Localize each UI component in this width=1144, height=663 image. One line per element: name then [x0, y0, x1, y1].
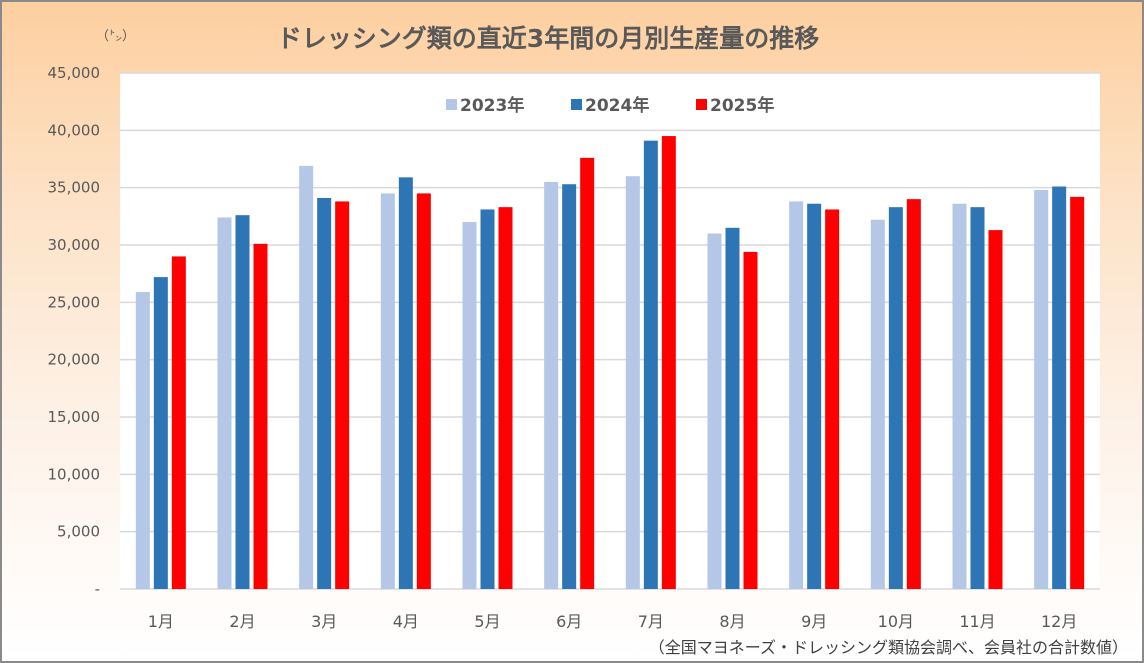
- bar-2023年-7月: [625, 176, 640, 589]
- x-tick-label: 3月: [311, 612, 337, 631]
- bar-2023年-11月: [952, 203, 967, 589]
- bar-2024年-2月: [235, 215, 250, 590]
- bar-2024年-4月: [398, 177, 413, 589]
- y-tick-label: 45,000: [48, 64, 101, 82]
- y-tick-label: 30,000: [48, 236, 101, 254]
- bar-2025年-6月: [580, 157, 595, 589]
- bar-2025年-8月: [743, 251, 758, 589]
- bar-2024年-5月: [480, 209, 495, 589]
- bar-2024年-11月: [970, 207, 985, 589]
- bar-2025年-7月: [661, 136, 676, 590]
- y-tick-label: 20,000: [48, 351, 101, 369]
- bar-2023年-3月: [299, 165, 314, 589]
- bar-2025年-12月: [1070, 196, 1085, 589]
- bar-2023年-4月: [380, 193, 395, 589]
- y-tick-label: 15,000: [48, 408, 101, 426]
- x-tick-label: 10月: [878, 612, 914, 631]
- x-tick-label: 1月: [148, 612, 174, 631]
- x-tick-label: 2月: [229, 612, 255, 631]
- x-tick-label: 5月: [474, 612, 500, 631]
- bar-2023年-6月: [544, 181, 559, 589]
- bar-2024年-9月: [807, 203, 822, 589]
- y-tick-label: 10,000: [48, 465, 101, 483]
- y-axis-ticks: - 5,000 10,000 15,000 20,000 25,000 30,000 35,0…: [48, 64, 101, 598]
- legend-swatch-2023年: [446, 99, 457, 110]
- bar-2023年-5月: [462, 222, 477, 590]
- y-tick-label: 5,000: [57, 523, 100, 541]
- x-tick-label: 11月: [959, 612, 995, 631]
- bar-2025年-9月: [825, 209, 840, 589]
- bar-2023年-10月: [870, 219, 885, 590]
- x-axis-ticks: 1月 2月 3月 4月 5月 6月 7月 8月 9月 10月 11月 12月: [148, 612, 1078, 631]
- bar-2025年-3月: [335, 201, 350, 589]
- y-tick-label: -: [95, 580, 100, 598]
- bar-2024年-3月: [317, 197, 332, 589]
- chart-title: ドレッシング類の直近3年間の月別生産量の推移: [277, 24, 819, 53]
- x-tick-label: 4月: [393, 612, 419, 631]
- bar-2023年-8月: [707, 233, 722, 590]
- x-tick-label: 8月: [719, 612, 745, 631]
- x-tick-label: 12月: [1041, 612, 1077, 631]
- source-note: （全国マヨネーズ・ドレッシング類協会調べ、会員社の合計数値）: [649, 638, 1128, 657]
- bar-2024年-8月: [725, 227, 740, 590]
- bar-2024年-7月: [643, 140, 658, 590]
- y-tick-label: 35,000: [48, 179, 101, 197]
- bar-2023年-9月: [789, 201, 804, 589]
- bar-2024年-1月: [153, 277, 168, 589]
- y-tick-label: 40,000: [48, 121, 101, 139]
- bars: [135, 136, 1085, 590]
- bar-2024年-10月: [888, 207, 903, 589]
- legend-label: 2025年: [710, 95, 774, 116]
- bar-2025年-5月: [498, 207, 513, 589]
- bar-2025年-11月: [988, 230, 1003, 590]
- bar-2024年-6月: [562, 184, 577, 589]
- bar-2023年-1月: [135, 292, 150, 589]
- bar-2024年-12月: [1052, 186, 1067, 589]
- bar-2025年-10月: [906, 199, 921, 589]
- bar-2025年-1月: [171, 256, 186, 589]
- x-tick-label: 6月: [556, 612, 582, 631]
- bar-2025年-2月: [253, 243, 268, 589]
- legend-swatch-2025年: [696, 99, 707, 110]
- legend-label: 2024年: [585, 95, 649, 116]
- bar-2023年-2月: [217, 217, 232, 590]
- legend-swatch-2024年: [571, 99, 582, 110]
- x-tick-label: 7月: [638, 612, 664, 631]
- bar-2025年-4月: [416, 193, 431, 589]
- y-tick-label: 25,000: [48, 293, 101, 311]
- legend: 2023年 2024年 2025年: [446, 95, 774, 116]
- legend-label: 2023年: [460, 95, 524, 116]
- bar-2023年-12月: [1034, 189, 1049, 589]
- y-axis-unit-label: （㌧）: [96, 29, 135, 44]
- x-tick-label: 9月: [801, 612, 827, 631]
- gridlines: [120, 72, 1100, 590]
- plot-area: [120, 73, 1100, 590]
